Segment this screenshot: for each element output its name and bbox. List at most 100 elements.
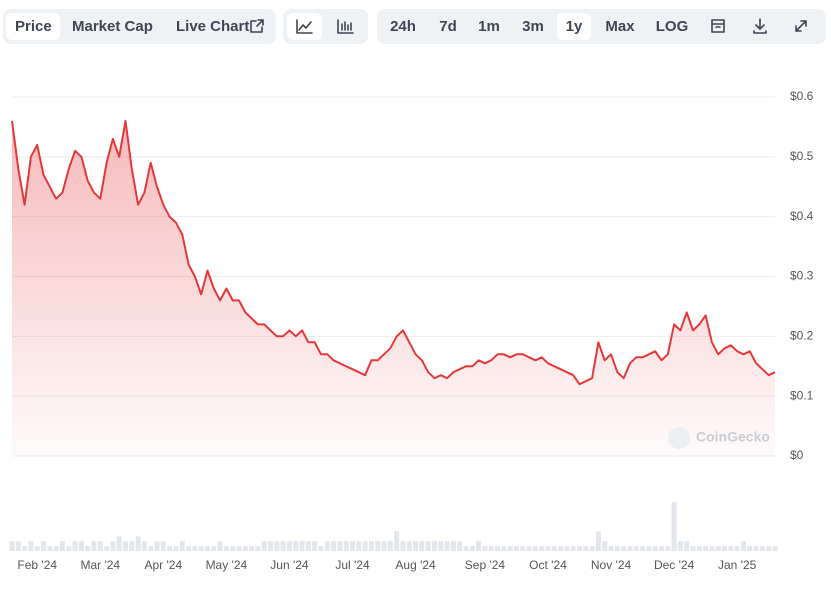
y-tick-label: $0.3 [790, 269, 814, 283]
volume-bar [488, 546, 494, 551]
volume-bar [438, 541, 444, 551]
volume-bar [41, 541, 47, 551]
candle-icon[interactable] [337, 19, 354, 34]
range-button[interactable]: LOG [656, 18, 689, 35]
volume-bar [400, 541, 406, 551]
watermark: CoinGecko [668, 427, 770, 449]
x-tick-label: Jan '25 [718, 558, 757, 572]
volume-bar [179, 541, 185, 551]
volume-bar [280, 541, 286, 551]
volume-bar [444, 541, 450, 551]
volume-bar [709, 546, 715, 551]
volume-bar [766, 546, 772, 551]
x-tick-label: Aug '24 [395, 558, 436, 572]
volume-bar [671, 502, 677, 551]
volume-bar [646, 546, 652, 551]
price-area [12, 120, 775, 457]
volume-bar [47, 546, 53, 551]
range-button[interactable]: 24h [390, 18, 416, 35]
volume-bar [583, 546, 589, 551]
volume-bar [9, 541, 15, 551]
tab[interactable]: Market Cap [72, 18, 153, 35]
volume-bar [192, 546, 198, 551]
volume-bar [696, 546, 702, 551]
volume-bar [223, 546, 229, 551]
volume-bar [677, 541, 683, 551]
volume-bar [589, 546, 595, 551]
volume-bar [381, 541, 387, 551]
tab-active-bg [6, 13, 60, 40]
volume-bar [387, 541, 393, 551]
x-tick-label: Dec '24 [654, 558, 695, 572]
volume-bar [722, 546, 728, 551]
volume-bar [450, 541, 456, 551]
volume-bar [759, 546, 765, 551]
volume-bar [85, 546, 91, 551]
volume-bar [318, 546, 324, 551]
expand-icon[interactable] [795, 20, 807, 32]
volume-bar [495, 546, 501, 551]
volume-bar [545, 546, 551, 551]
volume-bar [425, 541, 431, 551]
range-button[interactable]: 1m [478, 18, 500, 35]
volume-bar [312, 541, 318, 551]
volume-bar [343, 541, 349, 551]
volume-bar [167, 546, 173, 551]
y-tick-label: $0.6 [790, 89, 814, 103]
calendar-icon[interactable] [711, 19, 725, 33]
range-button[interactable]: Max [605, 18, 635, 35]
volume-bar [570, 546, 576, 551]
volume-bar [66, 546, 72, 551]
volume-bar [368, 541, 374, 551]
volume-bar [350, 541, 356, 551]
volume-bar [362, 541, 368, 551]
volume-bar [261, 541, 267, 551]
volume-bar [204, 546, 210, 551]
volume-bar [406, 541, 412, 551]
volume-bar [211, 546, 217, 551]
volume-bar [394, 531, 400, 551]
volume-bar [482, 546, 488, 551]
volume-bar [413, 541, 419, 551]
volume-bar [602, 541, 608, 551]
volume-bar [173, 546, 179, 551]
volume-bar [684, 541, 690, 551]
volume-bar [28, 541, 34, 551]
y-tick-label: $0.5 [790, 149, 814, 163]
volume-bar [104, 546, 110, 551]
volume-bar [608, 546, 614, 551]
volume-bar [91, 541, 97, 551]
volume-bar [123, 541, 129, 551]
volume-bar [230, 546, 236, 551]
x-tick-label: Nov '24 [591, 558, 632, 572]
volume-bar [690, 546, 696, 551]
volume-bar [299, 541, 305, 551]
y-tick-label: $0.2 [790, 329, 814, 343]
volume-bar [268, 541, 274, 551]
volume-bar [356, 541, 362, 551]
range-button[interactable]: 7d [439, 18, 457, 35]
volume-bar [539, 546, 545, 551]
volume-bar [217, 541, 223, 551]
x-tick-label: Jun '24 [270, 558, 309, 572]
volume-bar [627, 546, 633, 551]
volume-bar [740, 541, 746, 551]
volume-bar [274, 541, 280, 551]
volume-bar [595, 531, 601, 551]
range-button[interactable]: 1y [566, 18, 583, 35]
volume-bar [141, 541, 147, 551]
range-button[interactable]: 3m [522, 18, 544, 35]
volume-bar [116, 536, 122, 551]
volume-bar [331, 541, 337, 551]
tab[interactable]: Price [15, 18, 52, 35]
volume-bar [652, 546, 658, 551]
tab[interactable]: Live Chart [176, 18, 249, 35]
download-icon[interactable] [753, 18, 767, 34]
volume-bar [431, 541, 437, 551]
volume-bar [286, 541, 292, 551]
volume-bar [614, 546, 620, 551]
volume-bar [501, 546, 507, 551]
volume-bar [78, 541, 84, 551]
